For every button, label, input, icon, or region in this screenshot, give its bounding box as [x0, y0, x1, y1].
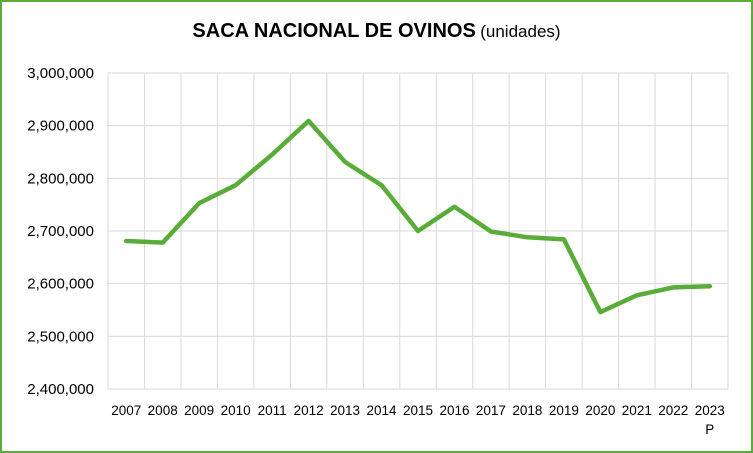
y-tick-label: 2,500,000: [27, 328, 94, 345]
x-tick-label: 2018: [512, 403, 542, 418]
x-tick-label: 2010: [221, 403, 251, 418]
x-tick-label: 2019: [549, 403, 579, 418]
x-tick-label: 2012: [294, 403, 324, 418]
x-tick-footnote: P: [705, 422, 714, 437]
x-axis-ticks: 2007 2008 2009 2010 2011 2012 2013 2014 2015 2016…: [111, 403, 725, 437]
y-tick-label: 2,600,000: [27, 276, 94, 293]
x-tick-label: 2023: [695, 403, 725, 418]
chart-title: SACA NACIONAL DE OVINOS (unidades): [0, 20, 753, 43]
x-tick-label: 2008: [148, 403, 178, 418]
x-tick-label: 2014: [367, 403, 398, 418]
y-tick-label: 3,000,000: [27, 65, 94, 82]
y-tick-label: 2,400,000: [27, 381, 94, 398]
x-tick-label: 2013: [330, 403, 360, 418]
y-tick-label: 2,800,000: [27, 170, 94, 187]
series-layer: [123, 118, 713, 315]
x-tick-label: 2021: [622, 403, 652, 418]
y-tick-label: 2,900,000: [27, 118, 94, 135]
x-tick-label: 2020: [585, 403, 615, 418]
x-tick-label: 2009: [184, 403, 214, 418]
x-tick-label: 2016: [439, 403, 469, 418]
x-tick-label: 2015: [403, 403, 433, 418]
x-tick-label: 2011: [258, 403, 287, 418]
x-tick-label: 2007: [111, 403, 141, 418]
y-axis-ticks: 2,400,000 2,500,000 2,600,000 2,700,000 2,80…: [27, 65, 94, 398]
chart-title-unit: (unidades): [480, 22, 561, 41]
x-tick-label: 2017: [476, 403, 506, 418]
x-tick-label: 2022: [658, 403, 688, 418]
chart-title-main: SACA NACIONAL DE OVINOS: [192, 20, 476, 42]
y-tick-label: 2,700,000: [27, 223, 94, 240]
